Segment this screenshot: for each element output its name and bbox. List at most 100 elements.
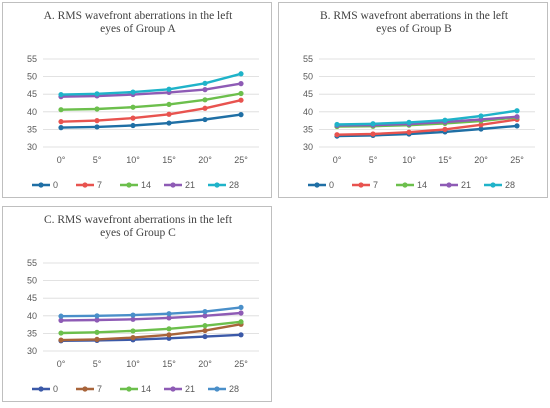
data-point xyxy=(166,86,172,92)
x-tick-label: 10° xyxy=(126,359,140,369)
data-point xyxy=(58,125,64,131)
x-tick-label: 15° xyxy=(162,155,176,165)
chart-title-line: eyes of Group C xyxy=(100,227,176,239)
y-tick-label: 30 xyxy=(303,142,313,152)
data-point xyxy=(94,329,100,335)
x-tick-label: 25° xyxy=(510,155,524,165)
legend-swatch-marker xyxy=(446,182,452,188)
data-point xyxy=(238,319,244,325)
chart-title-line: A. RMS wavefront aberrations in the left xyxy=(44,10,234,22)
legend-label: 28 xyxy=(505,180,515,190)
data-point xyxy=(406,129,412,135)
legend-label: 7 xyxy=(97,384,102,394)
series-line-14 xyxy=(60,320,242,335)
y-tick-label: 50 xyxy=(27,72,37,82)
x-tick-label: 15° xyxy=(438,155,452,165)
legend-swatch-marker xyxy=(170,182,176,188)
data-point xyxy=(58,313,64,319)
series-line-0 xyxy=(336,124,518,138)
y-tick-label: 55 xyxy=(303,54,313,64)
data-point xyxy=(238,97,244,103)
data-point xyxy=(202,323,208,329)
data-point xyxy=(202,116,208,123)
x-tick-label: 20° xyxy=(474,155,488,165)
data-point xyxy=(238,90,244,97)
y-tick-label: 35 xyxy=(303,124,313,134)
data-point xyxy=(58,119,64,125)
data-point xyxy=(238,81,244,87)
x-tick-label: 0° xyxy=(57,155,66,165)
legend-swatch-marker xyxy=(170,386,176,392)
legend-swatch-marker xyxy=(126,386,132,392)
y-tick-label: 40 xyxy=(27,311,37,321)
series-line-21 xyxy=(60,82,242,98)
chart-panel-group-b: B. RMS wavefront aberrations in the left… xyxy=(278,2,548,198)
legend-label: 21 xyxy=(185,180,195,190)
data-point xyxy=(166,311,172,317)
series-line-7 xyxy=(60,323,242,342)
y-tick-label: 30 xyxy=(27,346,37,356)
chart-title-line: eyes of Group B xyxy=(376,23,452,35)
data-point xyxy=(514,108,520,114)
data-point xyxy=(238,310,244,316)
legend-swatch-marker xyxy=(358,182,364,188)
data-point xyxy=(58,91,64,98)
data-point xyxy=(94,336,100,342)
data-point xyxy=(202,313,208,319)
chart-title-line: eyes of Group A xyxy=(100,23,176,35)
y-tick-label: 55 xyxy=(27,54,37,64)
data-point xyxy=(514,114,520,120)
x-tick-label: 10° xyxy=(126,155,140,165)
series-line-28 xyxy=(60,306,242,318)
legend-swatch-marker xyxy=(402,182,408,188)
legend-label: 0 xyxy=(329,180,334,190)
y-tick-label: 45 xyxy=(303,89,313,99)
data-point xyxy=(202,97,208,103)
y-tick-label: 35 xyxy=(27,124,37,134)
data-point xyxy=(238,112,244,118)
data-point xyxy=(442,117,448,123)
data-point xyxy=(94,91,100,97)
data-point xyxy=(334,121,340,128)
series-line-0 xyxy=(60,113,242,129)
x-tick-label: 15° xyxy=(162,359,176,369)
legend-swatch-marker xyxy=(82,182,88,188)
data-point xyxy=(334,132,340,138)
data-point xyxy=(442,126,448,132)
data-point xyxy=(166,315,172,321)
x-tick-label: 5° xyxy=(369,155,378,165)
data-point xyxy=(238,71,244,77)
data-point xyxy=(166,120,172,126)
data-point xyxy=(478,126,484,132)
legend-label: 14 xyxy=(417,180,427,190)
x-tick-label: 25° xyxy=(234,155,248,165)
data-point xyxy=(166,111,172,117)
data-point xyxy=(238,332,244,338)
data-point xyxy=(166,332,172,338)
data-point xyxy=(202,308,208,315)
series-line-7 xyxy=(336,118,518,136)
data-point xyxy=(130,328,136,334)
series-line-28 xyxy=(336,109,518,126)
data-point xyxy=(58,330,64,336)
data-point xyxy=(94,313,100,319)
legend-swatch-marker xyxy=(38,182,44,188)
data-point xyxy=(202,87,208,93)
x-tick-label: 10° xyxy=(402,155,416,165)
data-point xyxy=(94,124,100,130)
data-point xyxy=(202,80,208,86)
data-point xyxy=(406,119,412,125)
data-point xyxy=(94,106,100,112)
chart-b: B. RMS wavefront aberrations in the left… xyxy=(303,10,535,190)
y-tick-label: 50 xyxy=(27,276,37,286)
y-tick-label: 45 xyxy=(27,89,37,99)
legend-label: 0 xyxy=(53,180,58,190)
legend-swatch-marker xyxy=(214,182,220,188)
data-point xyxy=(58,337,64,343)
y-tick-label: 30 xyxy=(27,142,37,152)
data-point xyxy=(94,317,100,323)
data-point xyxy=(166,101,172,108)
y-tick-label: 45 xyxy=(27,293,37,303)
chart-a: A. RMS wavefront aberrations in the left… xyxy=(27,10,259,190)
series-line-28 xyxy=(60,72,242,96)
